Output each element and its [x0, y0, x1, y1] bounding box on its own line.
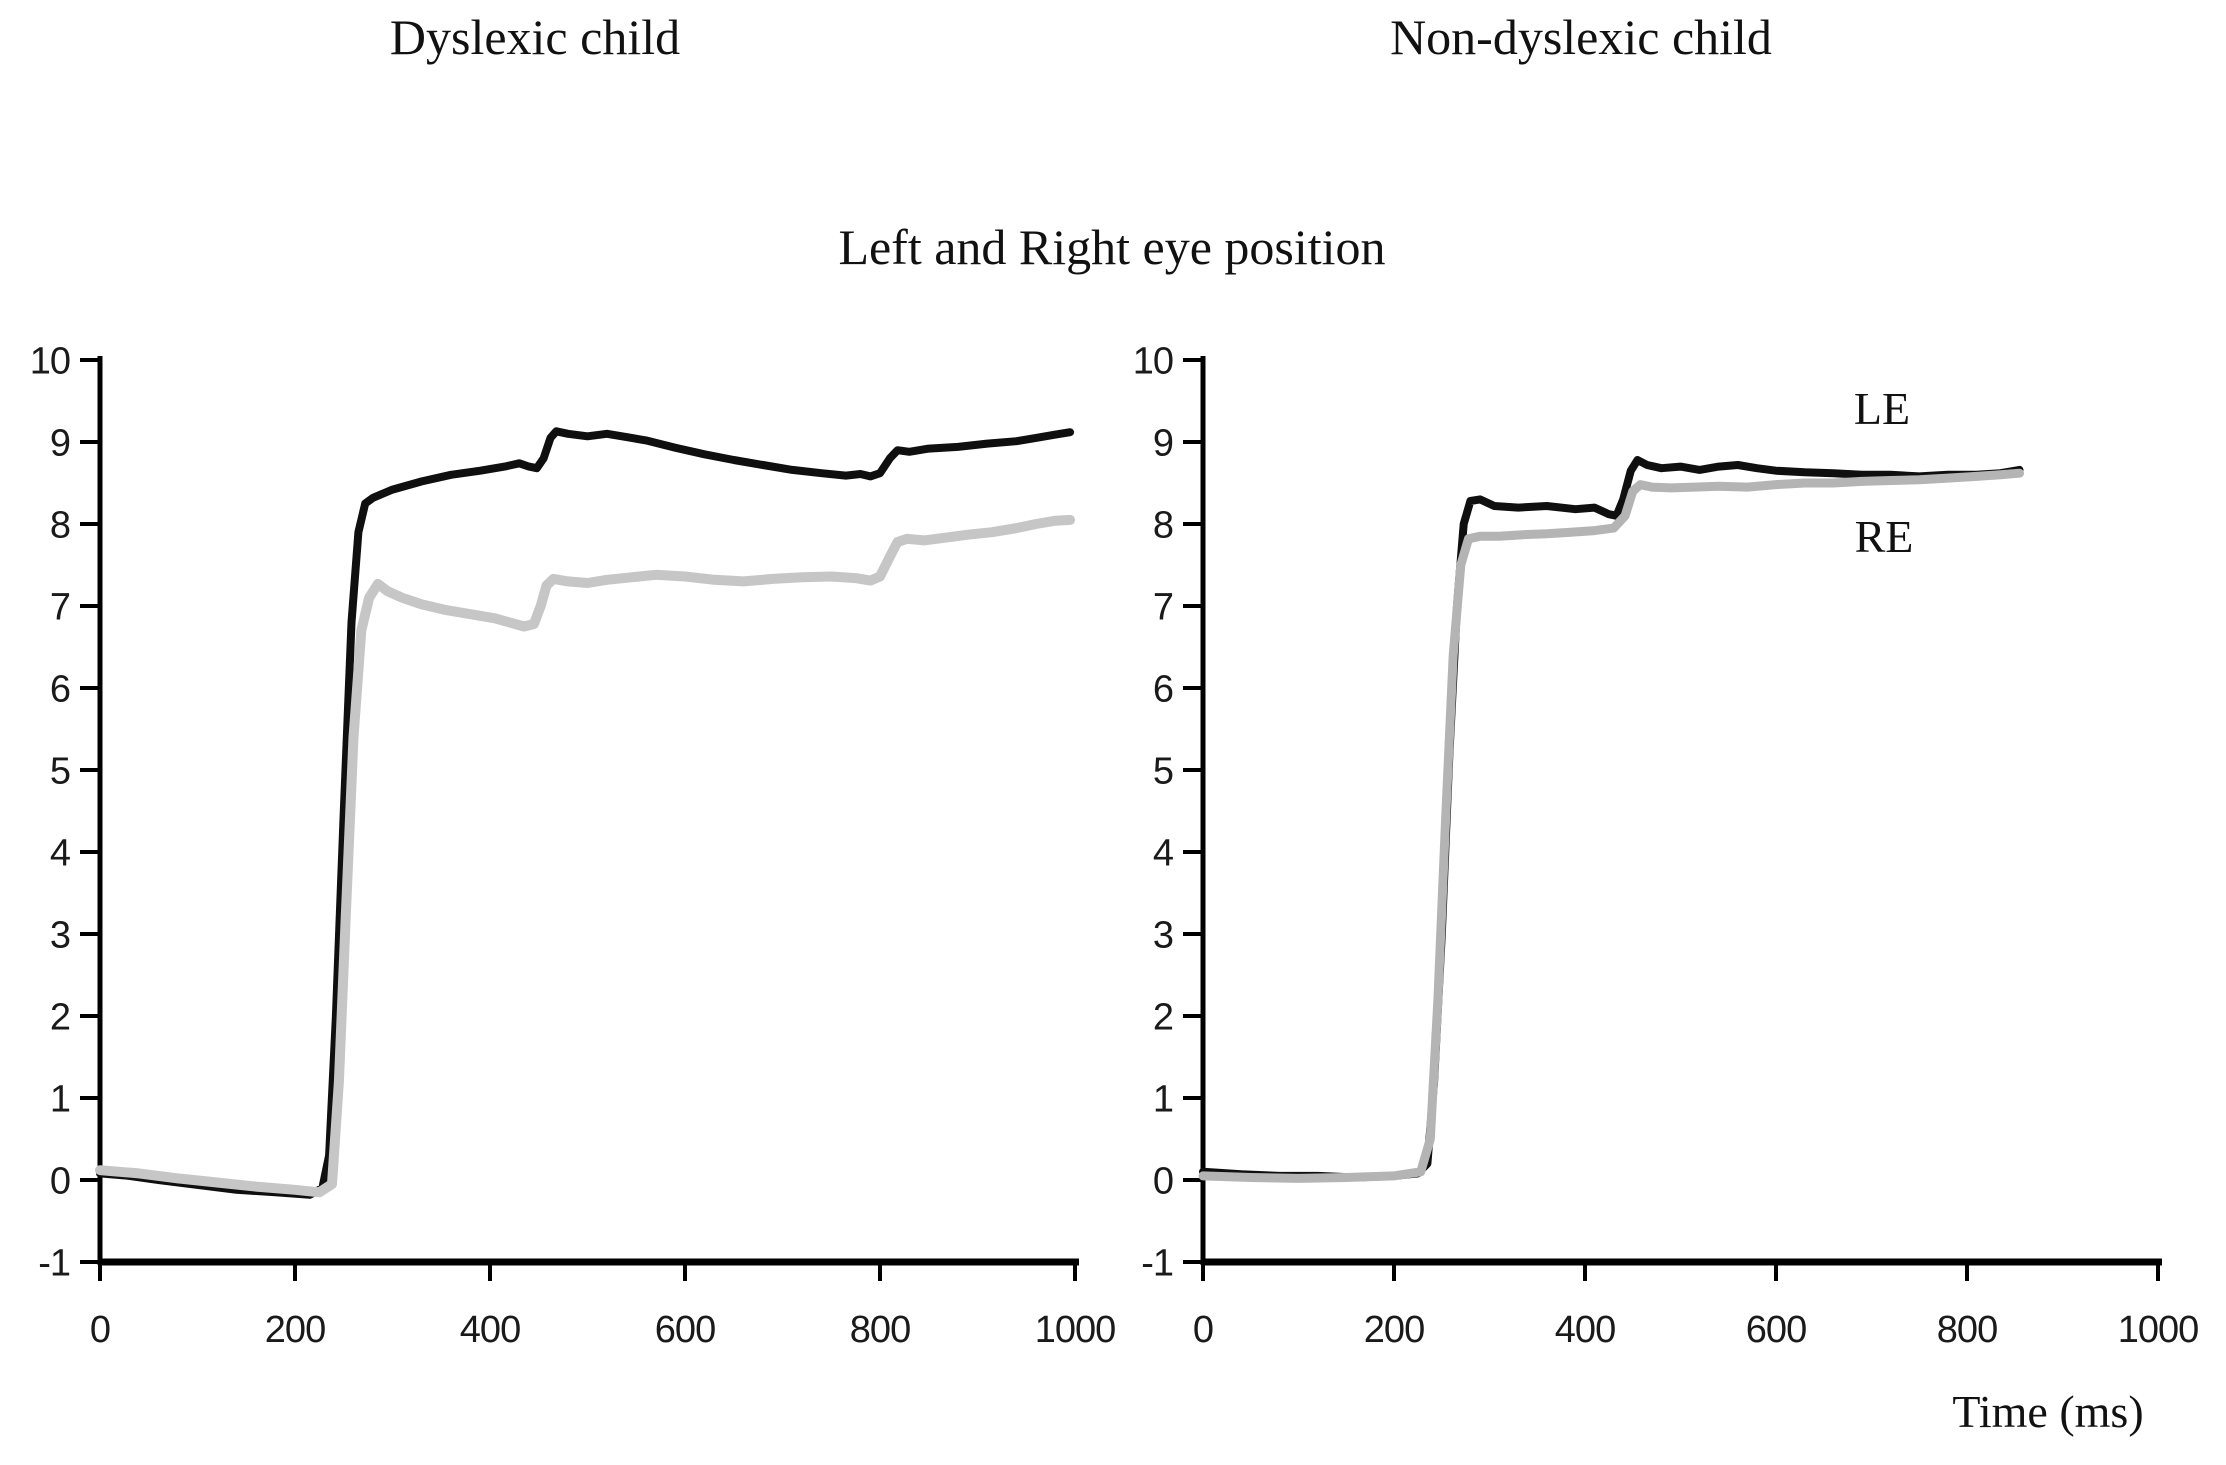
left-panel-title: Dyslexic child — [389, 9, 681, 65]
y-tick-label: 8 — [50, 504, 70, 546]
x-tick-label: 400 — [460, 1309, 520, 1351]
y-tick-label: 6 — [50, 668, 70, 710]
y-tick-label: 5 — [1153, 750, 1173, 792]
y-tick-label: 5 — [50, 750, 70, 792]
x-axis-title: Time (ms) — [1952, 1386, 2144, 1437]
series-le-line — [1199, 456, 2024, 1182]
y-tick-label: 0 — [50, 1160, 70, 1202]
x-tick-label: 1000 — [2118, 1309, 2199, 1351]
series-re-line — [1198, 468, 2024, 1183]
y-tick-label: -1 — [38, 1242, 70, 1284]
y-tick-label: 8 — [1153, 504, 1173, 546]
x-tick-label: 800 — [850, 1309, 910, 1351]
y-tick-label: 10 — [30, 340, 70, 382]
y-tick-label: 1 — [1153, 1078, 1173, 1120]
y-tick-label: 9 — [50, 422, 70, 464]
y-tick-label: 2 — [50, 996, 70, 1038]
y-tick-label: 3 — [50, 914, 70, 956]
x-tick-label: 600 — [655, 1309, 715, 1351]
y-tick-label: 7 — [50, 586, 70, 628]
y-tick-label: 3 — [1153, 914, 1173, 956]
y-tick-label: -1 — [1141, 1242, 1173, 1284]
y-tick-label: 4 — [1153, 832, 1174, 874]
right-panel-title: Non-dyslexic child — [1390, 9, 1772, 65]
y-tick-label: 7 — [1153, 586, 1173, 628]
y-tick-label: 2 — [1153, 996, 1173, 1038]
x-tick-label: 1000 — [1035, 1309, 1116, 1351]
figure-subtitle: Left and Right eye position — [838, 219, 1386, 275]
y-tick-label: 0 — [1153, 1160, 1173, 1202]
series-le-line — [96, 427, 1075, 1199]
x-tick-label: 400 — [1555, 1309, 1615, 1351]
le-series-label: LE — [1853, 383, 1911, 434]
x-tick-label: 0 — [1193, 1309, 1213, 1351]
x-tick-label: 200 — [265, 1309, 325, 1351]
y-tick-label: 9 — [1153, 422, 1173, 464]
x-tick-label: 800 — [1937, 1309, 1997, 1351]
re-series-label: RE — [1854, 511, 1914, 562]
y-tick-label: 10 — [1133, 340, 1173, 382]
x-tick-label: 200 — [1364, 1309, 1424, 1351]
x-tick-label: 0 — [90, 1309, 110, 1351]
series-re-line — [95, 514, 1076, 1198]
y-tick-label: 6 — [1153, 668, 1173, 710]
y-tick-label: 1 — [50, 1078, 70, 1120]
y-tick-label: 4 — [50, 832, 71, 874]
x-tick-label: 600 — [1746, 1309, 1806, 1351]
